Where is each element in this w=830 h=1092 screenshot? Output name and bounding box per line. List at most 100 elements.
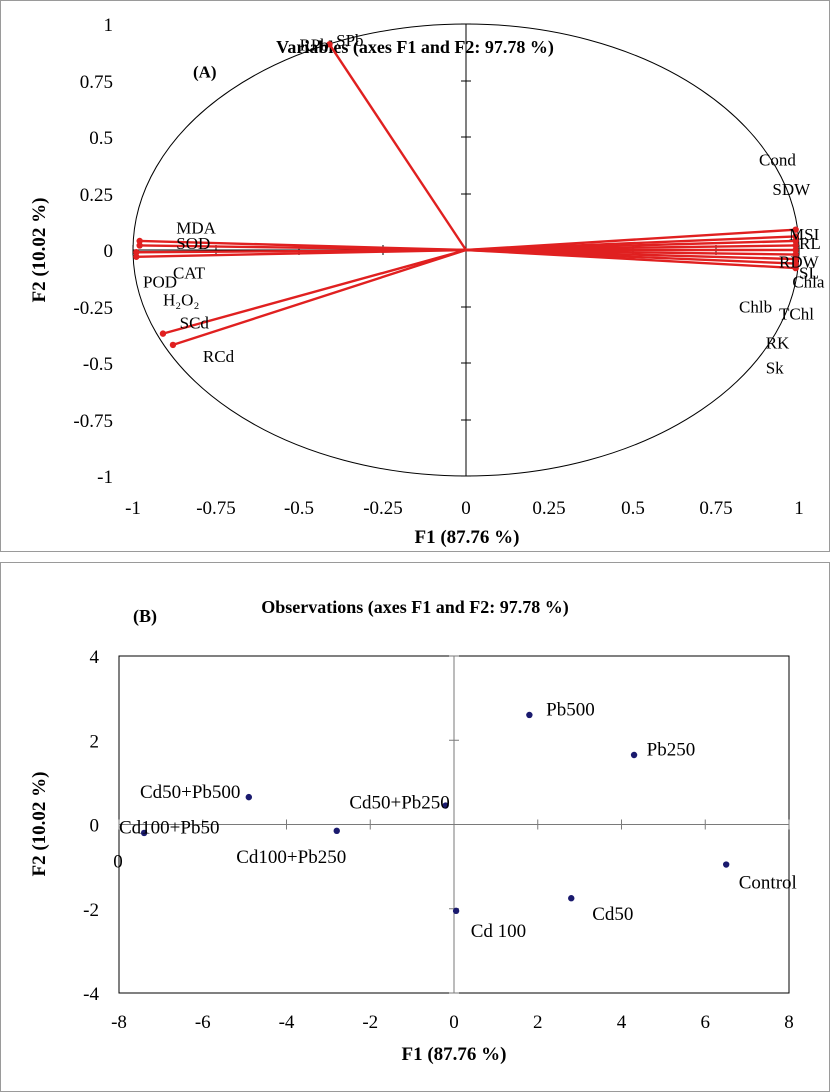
- observation-label: Cd50+Pb500: [140, 782, 240, 803]
- variable-label: RPb: [300, 35, 329, 54]
- observation-point: [245, 793, 253, 801]
- variable-label: RL: [799, 234, 821, 253]
- y-tick-label: 0: [90, 816, 100, 837]
- x-tick-label: -4: [279, 1012, 295, 1033]
- observations-chart-panel: Observations (axes F1 and F2: 97.78 %) (B…: [0, 562, 830, 1092]
- y-tick-label: -2: [83, 900, 99, 921]
- variable-vector: [162, 248, 467, 335]
- observation-point: [526, 711, 533, 719]
- vector-endpoint: [792, 237, 799, 245]
- variable-label: SPb: [336, 31, 363, 50]
- variable-vector: [328, 43, 467, 251]
- y-tick-label: 0.25: [80, 185, 113, 206]
- vector-endpoint: [792, 233, 799, 240]
- observation-point: [630, 751, 638, 759]
- variable-label: RDW: [779, 252, 820, 271]
- x-tick-label: 0: [449, 1012, 459, 1033]
- variable-label: SDW: [772, 180, 811, 199]
- variable-label: SL: [799, 264, 819, 283]
- vector-endpoint: [169, 341, 177, 349]
- variable-label: H₂O₂: [163, 291, 199, 310]
- variable-label: SOD: [176, 234, 210, 253]
- x-tick-label: -6: [195, 1012, 211, 1033]
- observation-point: [333, 827, 340, 835]
- vector-endpoint: [792, 264, 799, 272]
- vector-endpoint: [792, 246, 799, 254]
- y-tick-label: 0.75: [80, 72, 113, 93]
- x-tick-label: -0.75: [196, 498, 236, 519]
- variable-label: Cond: [759, 151, 796, 170]
- variables-chart: Variables (axes F1 and F2: 97.78 %) 1 0.75…: [29, 15, 825, 548]
- x-axis-title: F1 (87.76 %): [401, 1044, 506, 1065]
- observations-chart: Observations (axes F1 and F2: 97.78 %) (B…: [29, 597, 797, 1065]
- x-tick-label: 0.25: [532, 498, 565, 519]
- variable-label: TChl: [779, 304, 814, 323]
- x-tick-label: -0.25: [363, 498, 403, 519]
- variable-label: SCd: [180, 313, 210, 332]
- y-tick-label: -1: [97, 467, 113, 488]
- variable-vector: [465, 248, 796, 270]
- observation-label: Cd50: [592, 904, 633, 925]
- vector-endpoint: [326, 41, 333, 48]
- observation-label: Pb250: [647, 740, 696, 761]
- y-tick-label: 1: [104, 15, 114, 36]
- y-tick-label: -0.75: [73, 411, 113, 432]
- x-axis-title: F1 (87.76 %): [414, 527, 519, 548]
- observation-point: [568, 895, 575, 902]
- panel-label: (B): [133, 606, 157, 627]
- observation-label: Pb500: [546, 700, 595, 721]
- variable-label: Chla: [792, 273, 825, 292]
- vector-endpoint: [133, 253, 140, 260]
- variable-label: POD: [143, 273, 177, 292]
- vector-endpoint: [792, 242, 799, 249]
- variable-label: Chlb: [739, 298, 772, 317]
- x-tick-label: 4: [617, 1012, 627, 1033]
- vector-endpoint: [133, 249, 140, 256]
- y-tick-label: 2: [90, 731, 100, 752]
- vector-endpoint: [136, 237, 143, 245]
- observation-label: Control: [739, 872, 797, 893]
- variable-label: Sk: [766, 359, 784, 378]
- observation-point: [452, 907, 460, 915]
- vector-endpoint: [136, 242, 143, 249]
- variable-label: RCd: [203, 347, 235, 366]
- variable-label: RK: [766, 334, 790, 353]
- chart-title: Observations (axes F1 and F2: 97.78 %): [261, 597, 569, 618]
- observation-label: Cd100+Pb250: [236, 847, 346, 868]
- y-tick-label: 0.5: [89, 128, 113, 149]
- x-tick-label: 6: [701, 1012, 711, 1033]
- y-tick-label: -4: [83, 984, 99, 1005]
- x-tick-label: -2: [362, 1012, 378, 1033]
- vector-endpoint: [792, 255, 799, 263]
- x-tick-label: -0.5: [284, 498, 314, 519]
- panel-label: (A): [193, 62, 217, 81]
- x-tick-label: -8: [111, 1012, 127, 1033]
- observation-point: [722, 861, 730, 868]
- x-tick-label: -1: [125, 498, 141, 519]
- observation-point: [140, 829, 148, 837]
- vector-endpoint: [159, 330, 167, 337]
- y-tick-label: -0.5: [83, 354, 113, 375]
- stray-tick-label: 0: [113, 851, 123, 872]
- observation-label: Cd 100: [471, 921, 526, 942]
- variable-vector: [172, 248, 467, 347]
- y-axis-title: F2 (10.02 %): [29, 771, 50, 876]
- observation-point: [442, 802, 449, 809]
- variable-label: MSI: [789, 225, 820, 244]
- y-tick-label: -0.25: [73, 298, 113, 319]
- x-tick-label: 2: [533, 1012, 543, 1033]
- x-tick-label: 0.75: [699, 498, 732, 519]
- observation-label: Cd100+Pb50: [119, 818, 219, 839]
- y-axis-title: F2 (10.02 %): [29, 197, 50, 302]
- variable-vector: [136, 248, 467, 258]
- vector-endpoint: [792, 251, 799, 258]
- vector-endpoint: [792, 226, 799, 233]
- variable-label: MDA: [176, 218, 216, 237]
- vector-endpoint: [792, 260, 799, 267]
- variable-label: CAT: [173, 264, 206, 283]
- x-tick-label: 0.5: [621, 498, 645, 519]
- variables-chart-panel: Variables (axes F1 and F2: 97.78 %) 1 0.75…: [0, 0, 830, 552]
- x-tick-label: 1: [794, 498, 804, 519]
- chart-title: Variables (axes F1 and F2: 97.78 %): [276, 37, 554, 58]
- x-tick-label: 8: [784, 1012, 794, 1033]
